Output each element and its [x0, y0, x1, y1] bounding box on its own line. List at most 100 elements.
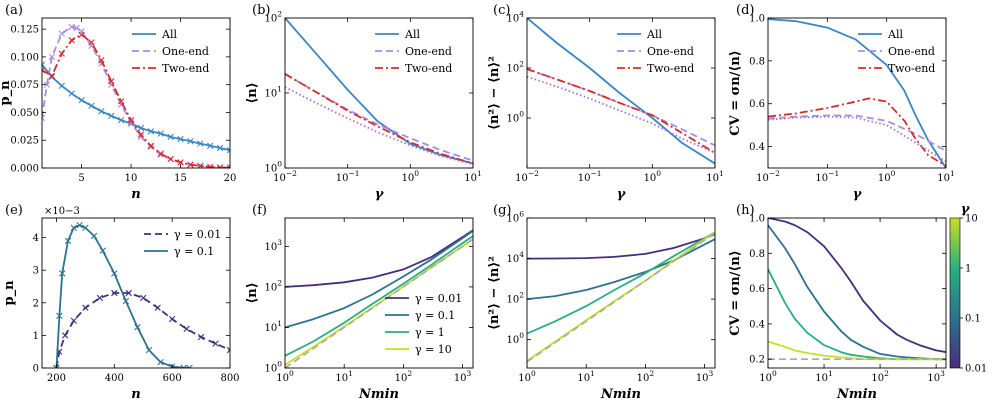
plot-area-f — [285, 229, 473, 368]
data-point — [96, 294, 104, 302]
y-tick-label: 0.6 — [749, 284, 765, 295]
x-tick-label: 100 — [644, 169, 662, 184]
colorbar-tick-label: 1 — [965, 264, 971, 275]
x-axis-label-a: n — [131, 187, 140, 202]
data-point — [216, 144, 224, 152]
y-tick-label: 0 — [33, 364, 39, 375]
x-tick-label: 101 — [815, 369, 833, 384]
x-tick-label: 10−1 — [578, 169, 602, 184]
y-tick-label: 102 — [264, 278, 282, 293]
x-tick-label: 101 — [577, 369, 595, 384]
data-point — [53, 364, 60, 368]
series-line-f-1 — [285, 230, 473, 329]
x-tick-label: 10−1 — [336, 169, 360, 184]
series-line-c-3 — [527, 75, 715, 154]
axes-frame-d — [767, 17, 947, 169]
data-point — [226, 147, 230, 154]
data-point — [197, 333, 205, 341]
series-line-d-3 — [768, 115, 946, 163]
data-point — [48, 73, 56, 81]
data-point — [98, 108, 105, 115]
series-line-b-1 — [285, 73, 473, 162]
data-point — [117, 117, 125, 124]
legend-entry: All — [646, 28, 662, 41]
data-point — [117, 98, 125, 105]
colorbar-tick-label: 10 — [965, 214, 978, 225]
series-line-f-0 — [285, 229, 473, 288]
legend-entry: γ = 0.1 — [415, 309, 455, 322]
data-point — [76, 221, 83, 229]
data-point — [68, 23, 75, 31]
data-point — [122, 297, 130, 305]
series-line-g-2 — [527, 231, 715, 335]
data-point — [48, 72, 56, 79]
x-tick-label: 10−2 — [273, 169, 297, 184]
panel-label-a: (a) — [5, 3, 23, 18]
panel-label-d: (d) — [736, 3, 754, 18]
legend-entry: All — [161, 28, 177, 41]
panel-e: 200 400 600 800 0 1 2 3 4 (e) n p_n ×10−3 γ = 0.01 γ =… — [2, 203, 240, 402]
series-line-a-0 — [42, 64, 230, 152]
data-point — [167, 155, 174, 163]
axes-frame-g — [526, 217, 716, 369]
plot-area-e — [53, 221, 230, 368]
legend-entry: Two-end — [162, 62, 209, 75]
data-point — [68, 90, 75, 97]
plot-area-d — [768, 18, 946, 168]
y-tick-label: 0.8 — [749, 56, 765, 67]
panel-f: 100 101 102 103 100 101 102 103 (f) Nmin ⟨n⟩ γ = 0.… — [245, 203, 474, 402]
legend-entry: γ = 0.1 — [174, 245, 214, 258]
x-tick-label: 103 — [696, 369, 714, 384]
series-line-c-2 — [527, 68, 715, 154]
series-line-f-2 — [285, 235, 473, 357]
data-point — [90, 232, 98, 240]
data-point — [108, 112, 115, 119]
x-tick-label: 103 — [454, 369, 472, 384]
x-tick-label: 101 — [937, 169, 955, 184]
data-point — [78, 97, 85, 104]
scale-note: ×10−3 — [44, 206, 80, 217]
y-axis-label-e: p_n — [2, 280, 17, 306]
y-tick-label: 104 — [506, 10, 524, 25]
x-axis-label-b: γ — [375, 187, 385, 202]
x-tick-label: 101 — [706, 169, 724, 184]
data-point — [59, 270, 66, 277]
data-point — [157, 358, 164, 366]
axes-frame-f — [284, 217, 474, 369]
plot-area-h — [768, 218, 946, 361]
series-line-g-1 — [527, 238, 715, 300]
y-axis-label-g: ⟨n²⟩ − ⟨n⟩² — [487, 256, 502, 330]
x-axis-label-e: n — [131, 387, 140, 402]
legend-entry: Two-end — [647, 62, 694, 75]
panel-label-b: (b) — [252, 3, 270, 18]
data-point — [207, 163, 214, 168]
data-point — [82, 304, 89, 311]
legend-entry: One-end — [647, 45, 694, 58]
legend-entry: γ = 0.01 — [415, 292, 462, 305]
legend-entry: Two-end — [888, 62, 935, 75]
data-point — [70, 317, 78, 324]
data-point — [154, 304, 161, 311]
y-tick-label: 103 — [264, 238, 282, 253]
x-tick-label: 10 — [125, 173, 138, 184]
legend-entry: Two-end — [405, 62, 452, 75]
x-tick-label: 10−2 — [515, 169, 539, 184]
data-point — [108, 78, 115, 85]
y-tick-label: 104 — [506, 250, 524, 265]
x-tick-label: 100 — [759, 369, 777, 384]
x-tick-label: 10−1 — [815, 169, 839, 184]
series-line-c-0 — [527, 18, 715, 165]
plot-area-g — [527, 231, 715, 363]
data-point — [58, 82, 65, 89]
legend-entry: One-end — [405, 45, 452, 58]
panel-c: 10−2 10−1 100 101 100 102 104(c) γ ⟨n²⟩ − ⟨n⟩² Al… — [487, 3, 724, 202]
data-point — [58, 50, 65, 57]
x-tick-label: 100 — [402, 169, 420, 184]
data-point — [183, 325, 190, 333]
y-tick-label: 0.6 — [749, 99, 765, 110]
x-tick-label: 400 — [105, 373, 124, 384]
legend-entry: One-end — [888, 45, 935, 58]
axes-frame-c — [526, 17, 716, 169]
